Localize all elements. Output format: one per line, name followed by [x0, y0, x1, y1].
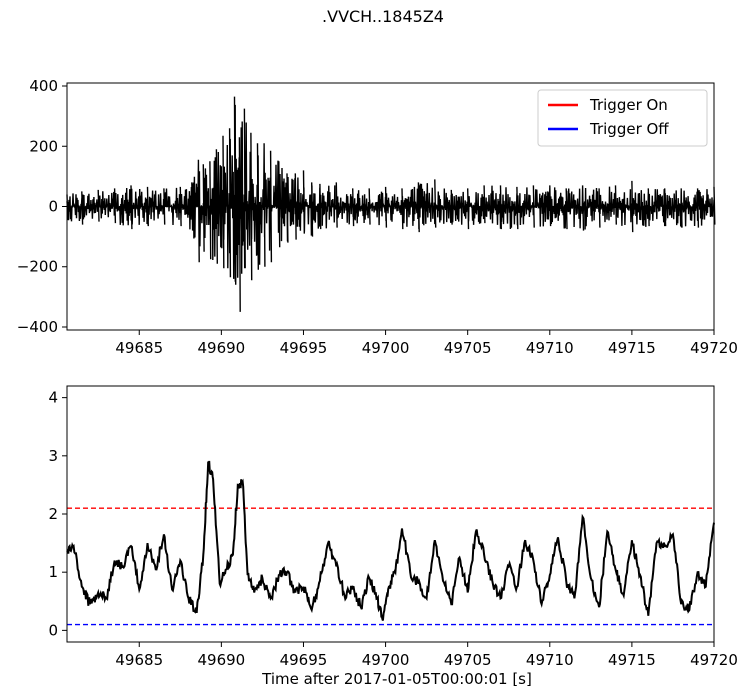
waveform-trace [66, 96, 716, 312]
characteristic-function-trace [66, 460, 715, 621]
characteristic-y-tick-label: 2 [48, 505, 58, 523]
waveform-y-tick-label: −400 [17, 318, 58, 336]
legend-label-trigger-off: Trigger Off [589, 120, 669, 138]
legend: Trigger On Trigger Off [537, 89, 708, 147]
legend-box [537, 89, 708, 147]
waveform-x-tick-label: 49690 [198, 339, 246, 357]
characteristic-plot-area [66, 460, 715, 626]
waveform-x-tick-label: 49695 [280, 339, 328, 357]
x-axis-label: Time after 2017-01-05T00:00:01 [s] [261, 670, 532, 688]
characteristic-x-tick-label: 49705 [444, 651, 492, 669]
characteristic-x-tick-label: 49700 [362, 651, 410, 669]
characteristic-y-tick-label: 4 [48, 389, 58, 407]
figure-title: .VVCH..1845Z4 [322, 7, 444, 26]
waveform-x-tick-label: 49700 [362, 339, 410, 357]
characteristic-y-tick-label: 0 [48, 621, 58, 639]
waveform-x-tick-label: 49715 [608, 339, 656, 357]
characteristic-y-tick-label: 3 [48, 447, 58, 465]
characteristic-x-tick-label: 49715 [608, 651, 656, 669]
characteristic-ticks: 49685 49690 49695 49700 49705 49710 49715 49720… [48, 389, 737, 669]
waveform-y-tick-label: −200 [17, 258, 58, 276]
characteristic-x-tick-label: 49695 [280, 651, 328, 669]
characteristic-panel: 49685 49690 49695 49700 49705 49710 49715 49720… [48, 385, 738, 669]
waveform-x-tick-label: 49685 [115, 339, 163, 357]
waveform-y-tick-label: 200 [29, 137, 58, 155]
waveform-x-tick-label: 49705 [444, 339, 492, 357]
characteristic-x-tick-label: 49710 [526, 651, 574, 669]
waveform-y-tick-label: 400 [29, 77, 58, 95]
legend-label-trigger-on: Trigger On [589, 96, 668, 114]
waveform-y-tick-label: 0 [48, 198, 58, 216]
waveform-ticks: 49685 49690 49695 49700 49705 49710 49715 49720… [17, 77, 738, 357]
waveform-plot-area [66, 96, 716, 312]
characteristic-x-tick-label: 49720 [690, 651, 738, 669]
waveform-x-tick-label: 49710 [526, 339, 574, 357]
characteristic-y-tick-label: 1 [48, 563, 58, 581]
characteristic-x-tick-label: 49685 [115, 651, 163, 669]
waveform-x-tick-label: 49720 [690, 339, 738, 357]
waveform-panel: 49685 49690 49695 49700 49705 49710 49715 49720… [17, 77, 738, 357]
characteristic-x-tick-label: 49690 [198, 651, 246, 669]
